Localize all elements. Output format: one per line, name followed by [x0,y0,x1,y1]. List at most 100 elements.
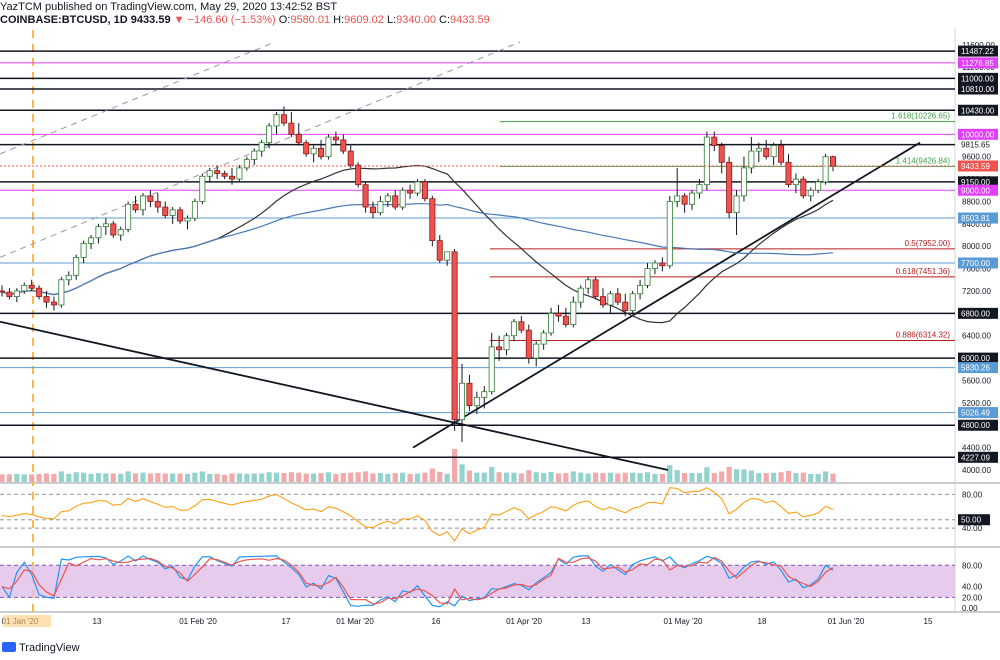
level-label-box [958,83,998,95]
date-tick-label: 01 Apr '20 [506,617,542,626]
candle-body [540,332,547,345]
level-label: 5026.49 [961,409,990,418]
candle-body [570,301,577,325]
candle-body [503,335,510,351]
volume-bar [630,472,636,482]
level-label: 10430.00 [961,106,995,115]
level-label-box [958,352,998,364]
volume-bar [696,473,703,482]
volume-bar [822,471,829,482]
candle-body [36,287,43,297]
volume-bar [362,471,369,482]
volume-bar [0,474,5,482]
volume-bar [36,473,42,482]
volume-bar [481,472,487,482]
level-label-box [958,128,998,140]
candle-body [548,312,555,334]
volume-bar [726,466,732,482]
candle-body [362,184,369,208]
candle-body [562,315,569,325]
candle-body [778,145,785,163]
candle-body [102,223,109,228]
candle-body [763,147,770,158]
volume-bar [548,471,554,482]
volume-bar [110,473,116,482]
level-label: 9150.00 [961,178,990,187]
volume-bar [281,473,287,482]
volume-bar [503,472,510,482]
volume-bar [288,472,294,482]
volume-bar [414,473,421,482]
candle-body [303,142,310,155]
candle-body [488,346,495,393]
volume-bar [125,471,131,482]
candle-body [280,114,287,124]
candle-body [50,301,57,306]
volume-bar [489,466,495,482]
volume-bar [177,473,183,482]
level-label: 8503.81 [961,214,990,223]
candle-body [392,195,399,208]
level-label-box [958,184,998,196]
level-label: 9815.65 [961,141,990,150]
volume-bar [229,473,235,482]
candle-body [6,291,13,297]
stoch-k-line [1,555,834,608]
volume-bar [236,473,243,482]
rsi-line [1,487,834,542]
candle-body [459,382,466,421]
level-label: 6800.00 [961,309,990,318]
low-value: 9340.00 [396,14,436,26]
candle-body [355,164,362,186]
volume-bar [392,473,398,482]
volume-bar [785,471,792,482]
volume-bar [132,473,139,482]
volume-bar [377,473,383,482]
candle-body [473,396,480,407]
author-line: YazTCM published on TradingView.com, May… [0,1,338,13]
candle-body [13,290,20,297]
volume-bar [21,474,27,482]
candle-body [807,189,814,197]
volume-bar [95,473,102,482]
candle-body [139,195,146,211]
volume-bar [526,470,532,482]
candle-body [637,284,644,295]
volume-bar [689,473,695,482]
volume-bar [711,473,717,482]
level-label: 5830.26 [961,364,990,373]
volume-bar [674,470,680,482]
rsi-tick-label: 40.00 [962,524,983,533]
candle-body [689,192,696,205]
volume-bar [140,472,146,482]
volume-bar [600,473,606,482]
candle-body [384,195,391,202]
candle-body [65,274,72,281]
volume-bar [570,471,576,482]
candle-body [407,189,414,194]
volume-bar [155,473,161,482]
candle-body [429,198,436,242]
candle-body [496,346,503,351]
volume-bar [207,473,213,482]
close-value: 9433.59 [450,14,490,26]
volume-bar [303,473,309,482]
date-tick-label: 01 Feb '20 [179,617,217,626]
candle-body [399,189,406,208]
price-tick-label: 8400.00 [962,220,991,229]
rsi-tick-label: 80.00 [962,490,983,499]
volume-bar [466,470,473,482]
candle-body [659,262,666,267]
candle-body [629,293,636,311]
date-tick-label: 13 [582,617,591,626]
volume-bar [251,473,257,482]
volume-bar [429,468,435,482]
tradingview-logo[interactable]: TradingView [2,642,80,654]
candle-body [674,195,681,202]
volume-bar [437,471,443,482]
candle-body [577,287,584,303]
volume-bar [563,473,569,482]
candle-body [347,150,354,166]
level-label-box [958,362,998,374]
